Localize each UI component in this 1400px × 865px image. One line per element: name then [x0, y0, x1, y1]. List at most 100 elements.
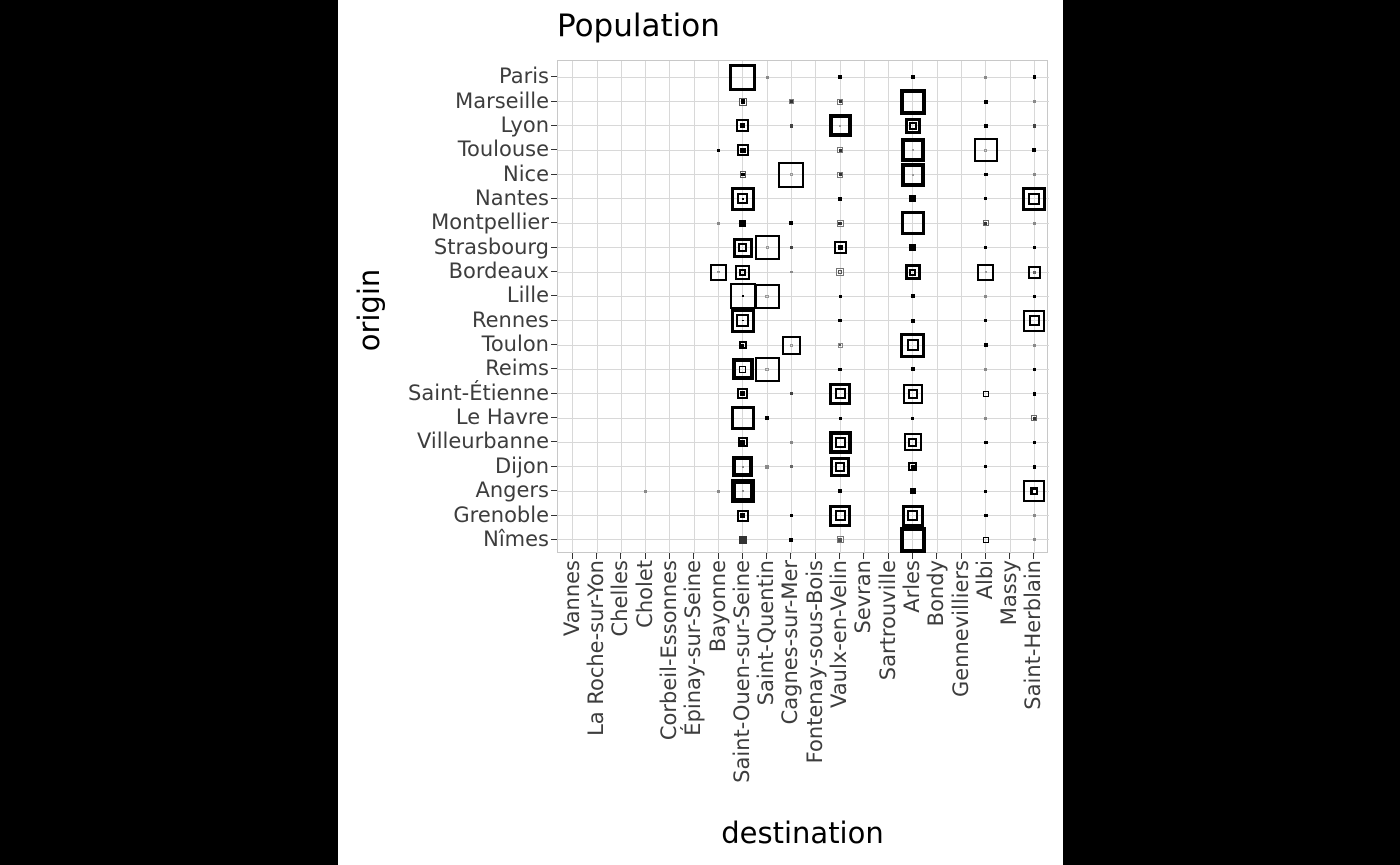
data-marker-square	[908, 462, 918, 472]
data-marker-square	[644, 489, 648, 493]
data-marker-square	[1027, 265, 1041, 279]
gridline-vertical	[936, 61, 938, 554]
data-marker-square	[984, 489, 988, 493]
x-axis-tick	[814, 553, 816, 559]
data-marker-square	[730, 308, 755, 333]
data-marker-square	[839, 124, 841, 127]
gridline-vertical	[912, 61, 914, 554]
data-marker-square	[900, 162, 925, 187]
data-marker-square	[739, 268, 747, 276]
data-marker-square	[984, 221, 988, 225]
plot-panel	[557, 60, 1049, 554]
data-marker-square	[717, 270, 720, 274]
x-tick-label: Vannes	[559, 560, 584, 637]
data-marker-square	[984, 148, 988, 152]
data-marker-square	[1032, 416, 1036, 420]
gridline-horizontal	[558, 539, 1049, 541]
data-marker-square	[838, 173, 842, 177]
y-axis-tick	[551, 344, 557, 346]
y-axis-tick	[551, 197, 557, 199]
data-marker-square	[737, 193, 749, 205]
data-marker-square	[789, 173, 793, 177]
data-marker-square	[984, 246, 988, 250]
data-marker-square	[909, 268, 917, 276]
data-marker-square	[909, 195, 917, 203]
gridline-vertical	[961, 61, 962, 554]
data-marker-square	[839, 344, 841, 347]
data-marker-square	[910, 294, 915, 299]
data-marker-square	[740, 537, 745, 542]
y-tick-label: Reims	[485, 356, 549, 381]
gridline-horizontal	[558, 198, 1049, 200]
data-marker-square	[754, 356, 780, 382]
data-marker-square	[738, 97, 747, 106]
gridline-vertical	[645, 61, 647, 554]
data-marker-square	[908, 437, 918, 447]
data-marker-square	[741, 172, 745, 177]
chart-figure: Population Paris Marseille Lyon Toulouse Nic…	[338, 0, 1063, 865]
gridline-vertical	[863, 61, 865, 554]
data-marker-square	[911, 149, 914, 152]
x-tick-label: Épinay-sur-Seine	[681, 560, 706, 736]
data-marker-square	[765, 464, 770, 469]
gridline-horizontal	[558, 417, 1049, 419]
gridline-horizontal	[558, 393, 1049, 395]
y-tick-label: Le Havre	[455, 405, 549, 430]
gridline-horizontal	[558, 149, 1049, 151]
data-marker-square	[789, 513, 794, 518]
chart-title: Population	[557, 8, 720, 44]
data-marker-square	[1032, 367, 1037, 372]
data-marker-square	[911, 246, 915, 250]
data-marker-square	[904, 117, 921, 134]
x-axis-tick	[571, 553, 573, 559]
data-marker-square	[732, 456, 754, 478]
data-marker-square	[789, 124, 794, 128]
y-axis-title: origin	[352, 268, 386, 352]
data-marker-square	[754, 283, 780, 309]
data-marker-square	[739, 219, 747, 227]
data-marker-square	[1032, 124, 1037, 128]
data-marker-square	[900, 138, 925, 163]
x-tick-label: Chelles	[608, 560, 633, 637]
gridline-horizontal	[558, 344, 1049, 346]
data-marker-square	[717, 148, 720, 152]
x-tick-label: Cholet	[632, 560, 657, 628]
data-marker-square	[717, 221, 720, 225]
y-axis-tick	[551, 368, 557, 370]
data-marker-square	[789, 246, 793, 250]
data-marker-square	[789, 465, 793, 469]
data-marker-square	[909, 488, 916, 495]
x-axis-tick	[887, 553, 889, 559]
data-marker-square	[740, 123, 746, 129]
data-marker-square	[982, 390, 989, 397]
x-axis-tick	[741, 553, 743, 559]
data-marker-square	[984, 440, 988, 445]
data-marker-square	[1031, 415, 1038, 422]
data-marker-square	[909, 244, 917, 252]
y-axis-tick	[551, 124, 557, 126]
data-marker-square	[837, 171, 843, 178]
y-axis-tick	[551, 100, 557, 102]
data-marker-square	[765, 246, 769, 250]
data-marker-square	[904, 264, 921, 280]
data-marker-square	[1032, 392, 1037, 396]
data-marker-square	[984, 124, 988, 128]
data-marker-square	[899, 526, 926, 553]
data-marker-square	[984, 319, 988, 323]
data-marker-square	[830, 456, 850, 477]
data-marker-square	[1032, 343, 1036, 347]
y-tick-label: Toulon	[481, 332, 549, 357]
data-marker-square	[829, 504, 851, 527]
data-marker-square	[788, 98, 795, 105]
x-tick-label: Saint-Herblain	[1021, 560, 1046, 710]
gridline-vertical	[790, 61, 792, 554]
data-marker-square	[765, 75, 769, 79]
gridline-vertical	[693, 61, 695, 554]
data-marker-square	[908, 121, 917, 130]
x-axis-tick	[984, 553, 986, 559]
data-marker-square	[903, 433, 922, 452]
x-tick-label: Arles	[899, 560, 924, 613]
data-marker-square	[838, 318, 842, 323]
gridline-vertical	[596, 61, 598, 554]
gridline-vertical	[815, 61, 817, 554]
